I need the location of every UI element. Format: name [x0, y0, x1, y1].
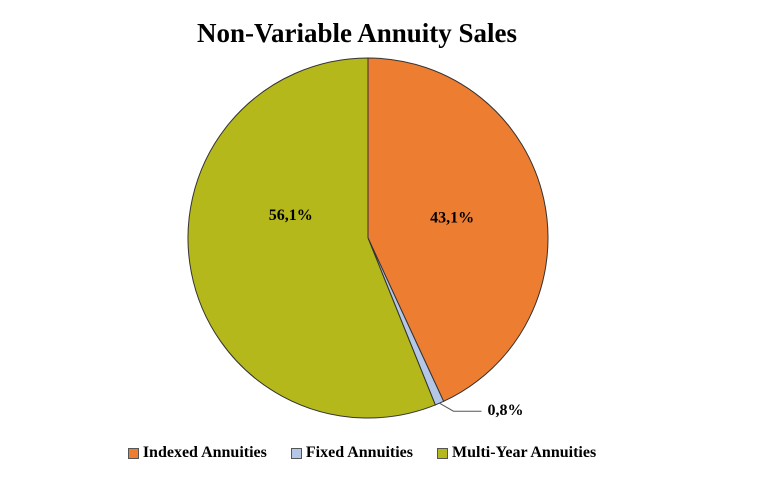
pie-slice-multi-year [187, 57, 436, 419]
data-label-multi-year: 56,1% [269, 207, 313, 224]
pie-chart: 43,1% 0,8% 56,1% [187, 57, 549, 419]
legend-swatch-indexed [127, 447, 139, 459]
legend-label-fixed: Fixed Annuities [305, 444, 414, 461]
data-label-fixed: 0,8% [487, 402, 523, 419]
legend-item-multi-year: Multi-Year Annuities [437, 444, 596, 462]
legend-label-multi-year: Multi-Year Annuities [452, 444, 597, 461]
chart-title: Non-Variable Annuity Sales [196, 18, 518, 48]
leader-line-fixed [439, 402, 482, 412]
data-label-indexed: 43,1% [430, 210, 474, 227]
pie-slice-indexed [367, 57, 549, 403]
legend-label-indexed: Indexed Annuities [142, 444, 267, 461]
legend: Indexed Annuities Fixed Annuities Multi-… [0, 444, 724, 462]
legend-item-indexed: Indexed Annuities [127, 444, 267, 462]
legend-swatch-fixed [290, 447, 302, 459]
legend-item-fixed: Fixed Annuities [290, 444, 414, 462]
legend-swatch-multi-year [437, 447, 449, 459]
